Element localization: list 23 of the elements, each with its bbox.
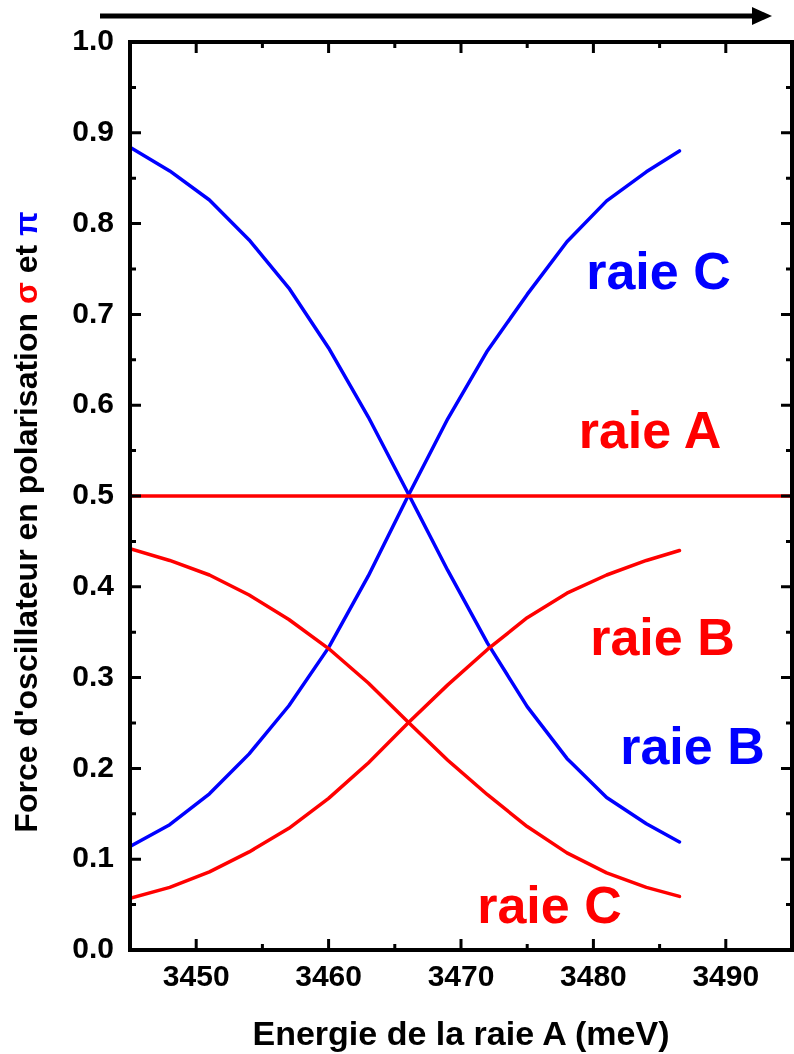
y-tick-label: 0.7 — [72, 295, 114, 329]
y-tick-label: 1.0 — [72, 23, 114, 57]
x-tick-label: 3480 — [560, 959, 627, 993]
series-label: raie B — [590, 607, 735, 666]
series-label: raie C — [586, 242, 731, 301]
y-tick-label: 0.8 — [72, 204, 114, 238]
y-tick-label: 0.5 — [72, 477, 114, 511]
y-tick-label: 0.2 — [72, 749, 114, 783]
x-tick-label: 3460 — [295, 959, 362, 993]
y-tick-label: 0.0 — [72, 931, 114, 965]
x-tick-label: 3470 — [427, 959, 495, 993]
x-tick-label: 3490 — [692, 959, 760, 993]
x-tick-label: 3450 — [162, 959, 230, 993]
y-tick-label: 0.3 — [72, 658, 114, 692]
x-axis-title: Energie de la raie A (meV) — [252, 1014, 670, 1053]
y-tick-label: 0.1 — [72, 840, 114, 874]
y-tick-label: 0.6 — [72, 386, 114, 420]
y-axis-title: Force d'oscillateur en polarisation σ et π — [7, 211, 44, 833]
series-label: raie B — [620, 717, 765, 776]
y-tick-label: 0.4 — [72, 568, 115, 602]
y-tick-label: 0.9 — [72, 114, 114, 148]
series-label: raie C — [477, 875, 622, 934]
series-label: raie A — [578, 401, 722, 460]
